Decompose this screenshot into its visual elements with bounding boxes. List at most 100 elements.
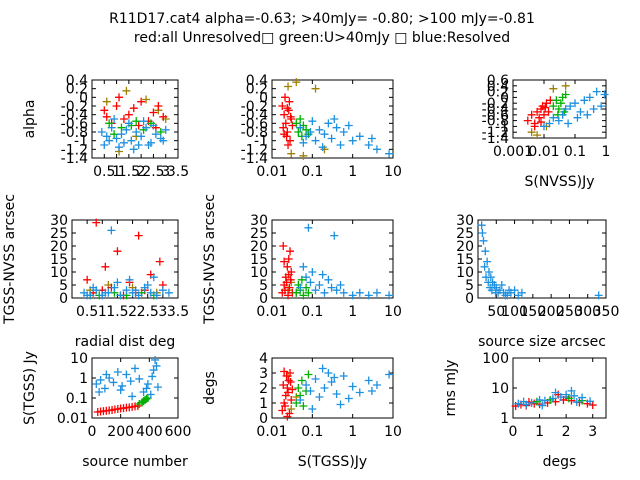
data-point-blue [302,132,311,141]
y-tick-label: -0.6 [241,116,268,132]
data-point-red [284,255,293,263]
data-point-blue [320,288,329,297]
x-tick-label: 3 [588,424,597,440]
y-tick-label: -0.2 [61,99,88,115]
x-tick-label: 10 [384,424,402,440]
y-tick-label: 15 [250,252,268,268]
data-point-green [304,288,313,297]
x-tick-label: 1.5 [118,164,140,180]
data-point-blue [306,128,315,136]
data-point-blue [339,372,348,380]
data-point-blue [339,128,348,136]
data-point-red [523,116,532,125]
data-point-olive [122,86,131,95]
x-tick-label: 2 [562,424,571,440]
data-point-blue [562,390,571,399]
data-point-blue [302,273,311,282]
data-point-red [280,257,289,266]
x-tick-label: 0.01 [256,164,287,180]
data-point-olive [142,95,151,104]
x-tick-label: 50 [487,304,505,320]
data-point-blue [159,136,168,145]
data-point-blue [589,105,598,113]
data-point-blue [151,355,160,364]
y-tick-label: -1.2 [241,142,268,158]
data-point-red [124,110,133,119]
data-point-blue [364,376,373,385]
data-point-red [280,286,289,295]
data-point-olive [284,82,293,91]
data-point-blue [83,291,92,300]
data-point-blue [330,231,339,240]
data-point-blue [117,130,126,139]
data-point-red [288,385,297,394]
data-point-blue [556,393,565,402]
y-tick-label: 3 [259,366,268,382]
data-point-red [544,107,553,116]
plot-frame [512,357,607,419]
data-point-red [286,275,295,284]
data-point-red [115,93,124,102]
data-point-blue [107,226,116,235]
data-point-blue [135,374,144,383]
data-point-blue [142,123,151,132]
data-point-red [108,406,117,415]
data-point-blue [336,400,345,409]
data-point-blue [564,119,573,128]
data-point-blue [570,391,579,400]
x-tick-label: 0 [509,424,518,440]
data-point-blue [125,275,134,284]
x-tick-label: 0.1 [301,164,323,180]
data-point-olive [102,97,111,106]
data-point-red [284,376,293,385]
y-tick-label: 15 [50,252,68,268]
data-point-blue [517,288,526,297]
data-point-green [556,99,565,108]
data-point-blue [146,288,155,297]
plot-frame [271,79,394,159]
data-point-blue [477,221,486,230]
data-point-blue [134,291,143,300]
data-point-blue [308,268,317,276]
data-point-green [297,376,306,385]
data-point-red [280,110,289,119]
data-point-red [285,97,294,106]
data-point-blue [161,125,170,134]
data-point-blue [302,381,311,389]
data-point-blue [355,288,364,297]
data-point-blue [296,123,305,132]
data-point-blue [152,361,161,370]
data-point-blue [110,283,119,292]
data-point-blue [505,286,514,295]
x-tick-label: 350 [593,304,620,320]
data-point-blue [100,141,109,149]
data-point-blue [571,99,579,108]
data-point-olive [527,128,536,137]
y-tick-label: -0.8 [241,125,268,141]
data-point-red [129,104,138,113]
data-point-red [286,112,295,121]
x-tick-label: 100 [501,304,528,320]
data-point-olive [561,81,570,90]
y-tick-label: 25 [456,226,474,242]
y-tick-label: 0 [259,291,268,307]
plot-frame [91,357,179,419]
data-point-olive [287,149,296,158]
data-point-blue [118,381,127,390]
y-tick-label: -0.4 [61,108,88,124]
data-point-red [278,102,287,110]
x-tick-label: 0.01 [256,424,287,440]
data-point-blue [480,262,489,271]
data-point-blue [527,398,536,407]
data-point-blue [348,291,357,300]
data-point-blue [324,369,333,377]
y-tick-label: 4 [259,351,268,367]
data-points [92,355,162,416]
data-point-blue [478,229,487,237]
data-point-blue [152,291,161,300]
data-point-blue [566,102,575,111]
data-point-red [155,257,164,266]
data-point-red [284,141,293,149]
